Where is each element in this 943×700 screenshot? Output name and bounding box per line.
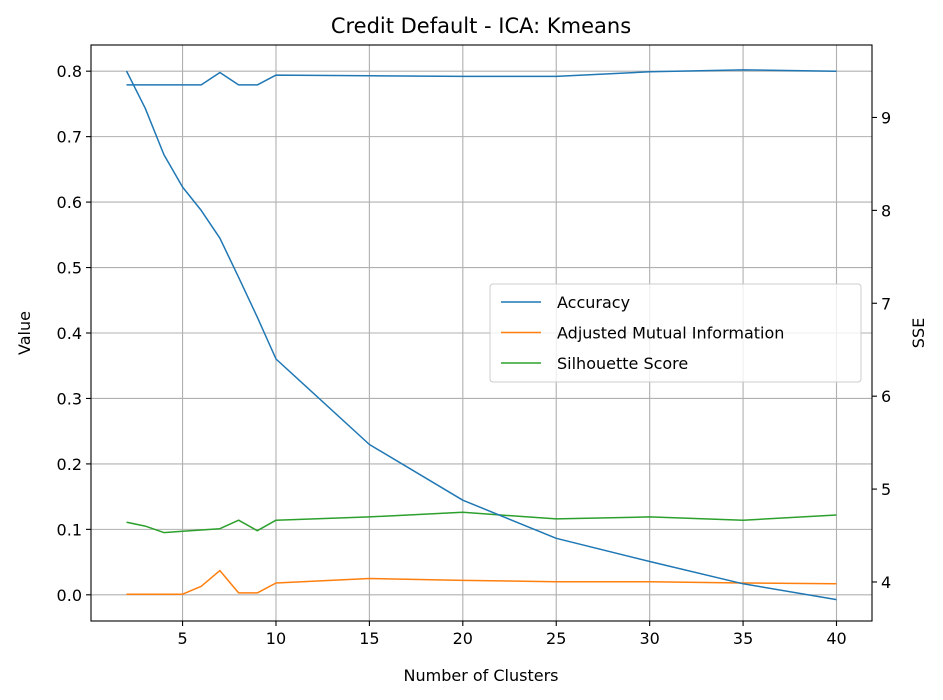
- y-axis-right: 4 5 6 7 8 9: [872, 108, 891, 592]
- legend-label-adjusted-mutual-information: Adjusted Mutual Information: [557, 324, 784, 343]
- legend: Accuracy Adjusted Mutual Information Silho…: [489, 283, 862, 383]
- y-right-tick-label: 4: [881, 573, 891, 592]
- series-line-adjusted-mutual-information: [126, 569, 837, 595]
- x-tick-label: 25: [546, 629, 566, 648]
- x-tick-label: 15: [359, 629, 379, 648]
- y-tick-label: 0.4: [57, 324, 82, 343]
- y-right-tick-label: 9: [881, 108, 891, 127]
- series-line-silhouette-score: [126, 511, 837, 534]
- x-tick-label: 20: [453, 629, 473, 648]
- y-axis-right-label: SSE: [909, 318, 928, 348]
- x-tick-label: 35: [733, 629, 753, 648]
- y-axis-left: 0.0 0.1 0.2 0.3 0.4 0.5 0.6 0.7 0.8: [57, 62, 91, 605]
- x-tick-label: 40: [826, 629, 846, 648]
- legend-label-silhouette-score: Silhouette Score: [557, 354, 688, 373]
- series-line-sse: [125, 70, 837, 601]
- series-line-accuracy: [126, 69, 837, 86]
- y-tick-label: 0.6: [57, 193, 82, 212]
- y-tick-label: 0.2: [57, 455, 82, 474]
- y-axis-label: Value: [15, 311, 34, 355]
- y-tick-label: 0.5: [57, 259, 82, 278]
- y-tick-label: 0.7: [57, 128, 82, 147]
- legend-label-accuracy: Accuracy: [557, 293, 630, 312]
- y-right-tick-label: 8: [881, 201, 891, 220]
- x-axis: 5 10 15 20 25 30 35 40: [177, 621, 847, 648]
- x-axis-label: Number of Clusters: [404, 666, 559, 685]
- y-tick-label: 0.0: [57, 586, 82, 605]
- legend-box: [489, 283, 862, 383]
- y-tick-label: 0.1: [57, 520, 82, 539]
- y-right-tick-label: 7: [881, 294, 891, 313]
- series-lines: [125, 69, 837, 601]
- x-tick-label: 5: [177, 629, 187, 648]
- y-right-tick-label: 6: [881, 387, 891, 406]
- x-tick-label: 30: [639, 629, 659, 648]
- y-right-tick-label: 5: [881, 480, 891, 499]
- y-tick-label: 0.8: [57, 62, 82, 81]
- y-tick-label: 0.3: [57, 389, 82, 408]
- chart-title: Credit Default - ICA: Kmeans: [331, 14, 631, 38]
- x-tick-label: 10: [266, 629, 286, 648]
